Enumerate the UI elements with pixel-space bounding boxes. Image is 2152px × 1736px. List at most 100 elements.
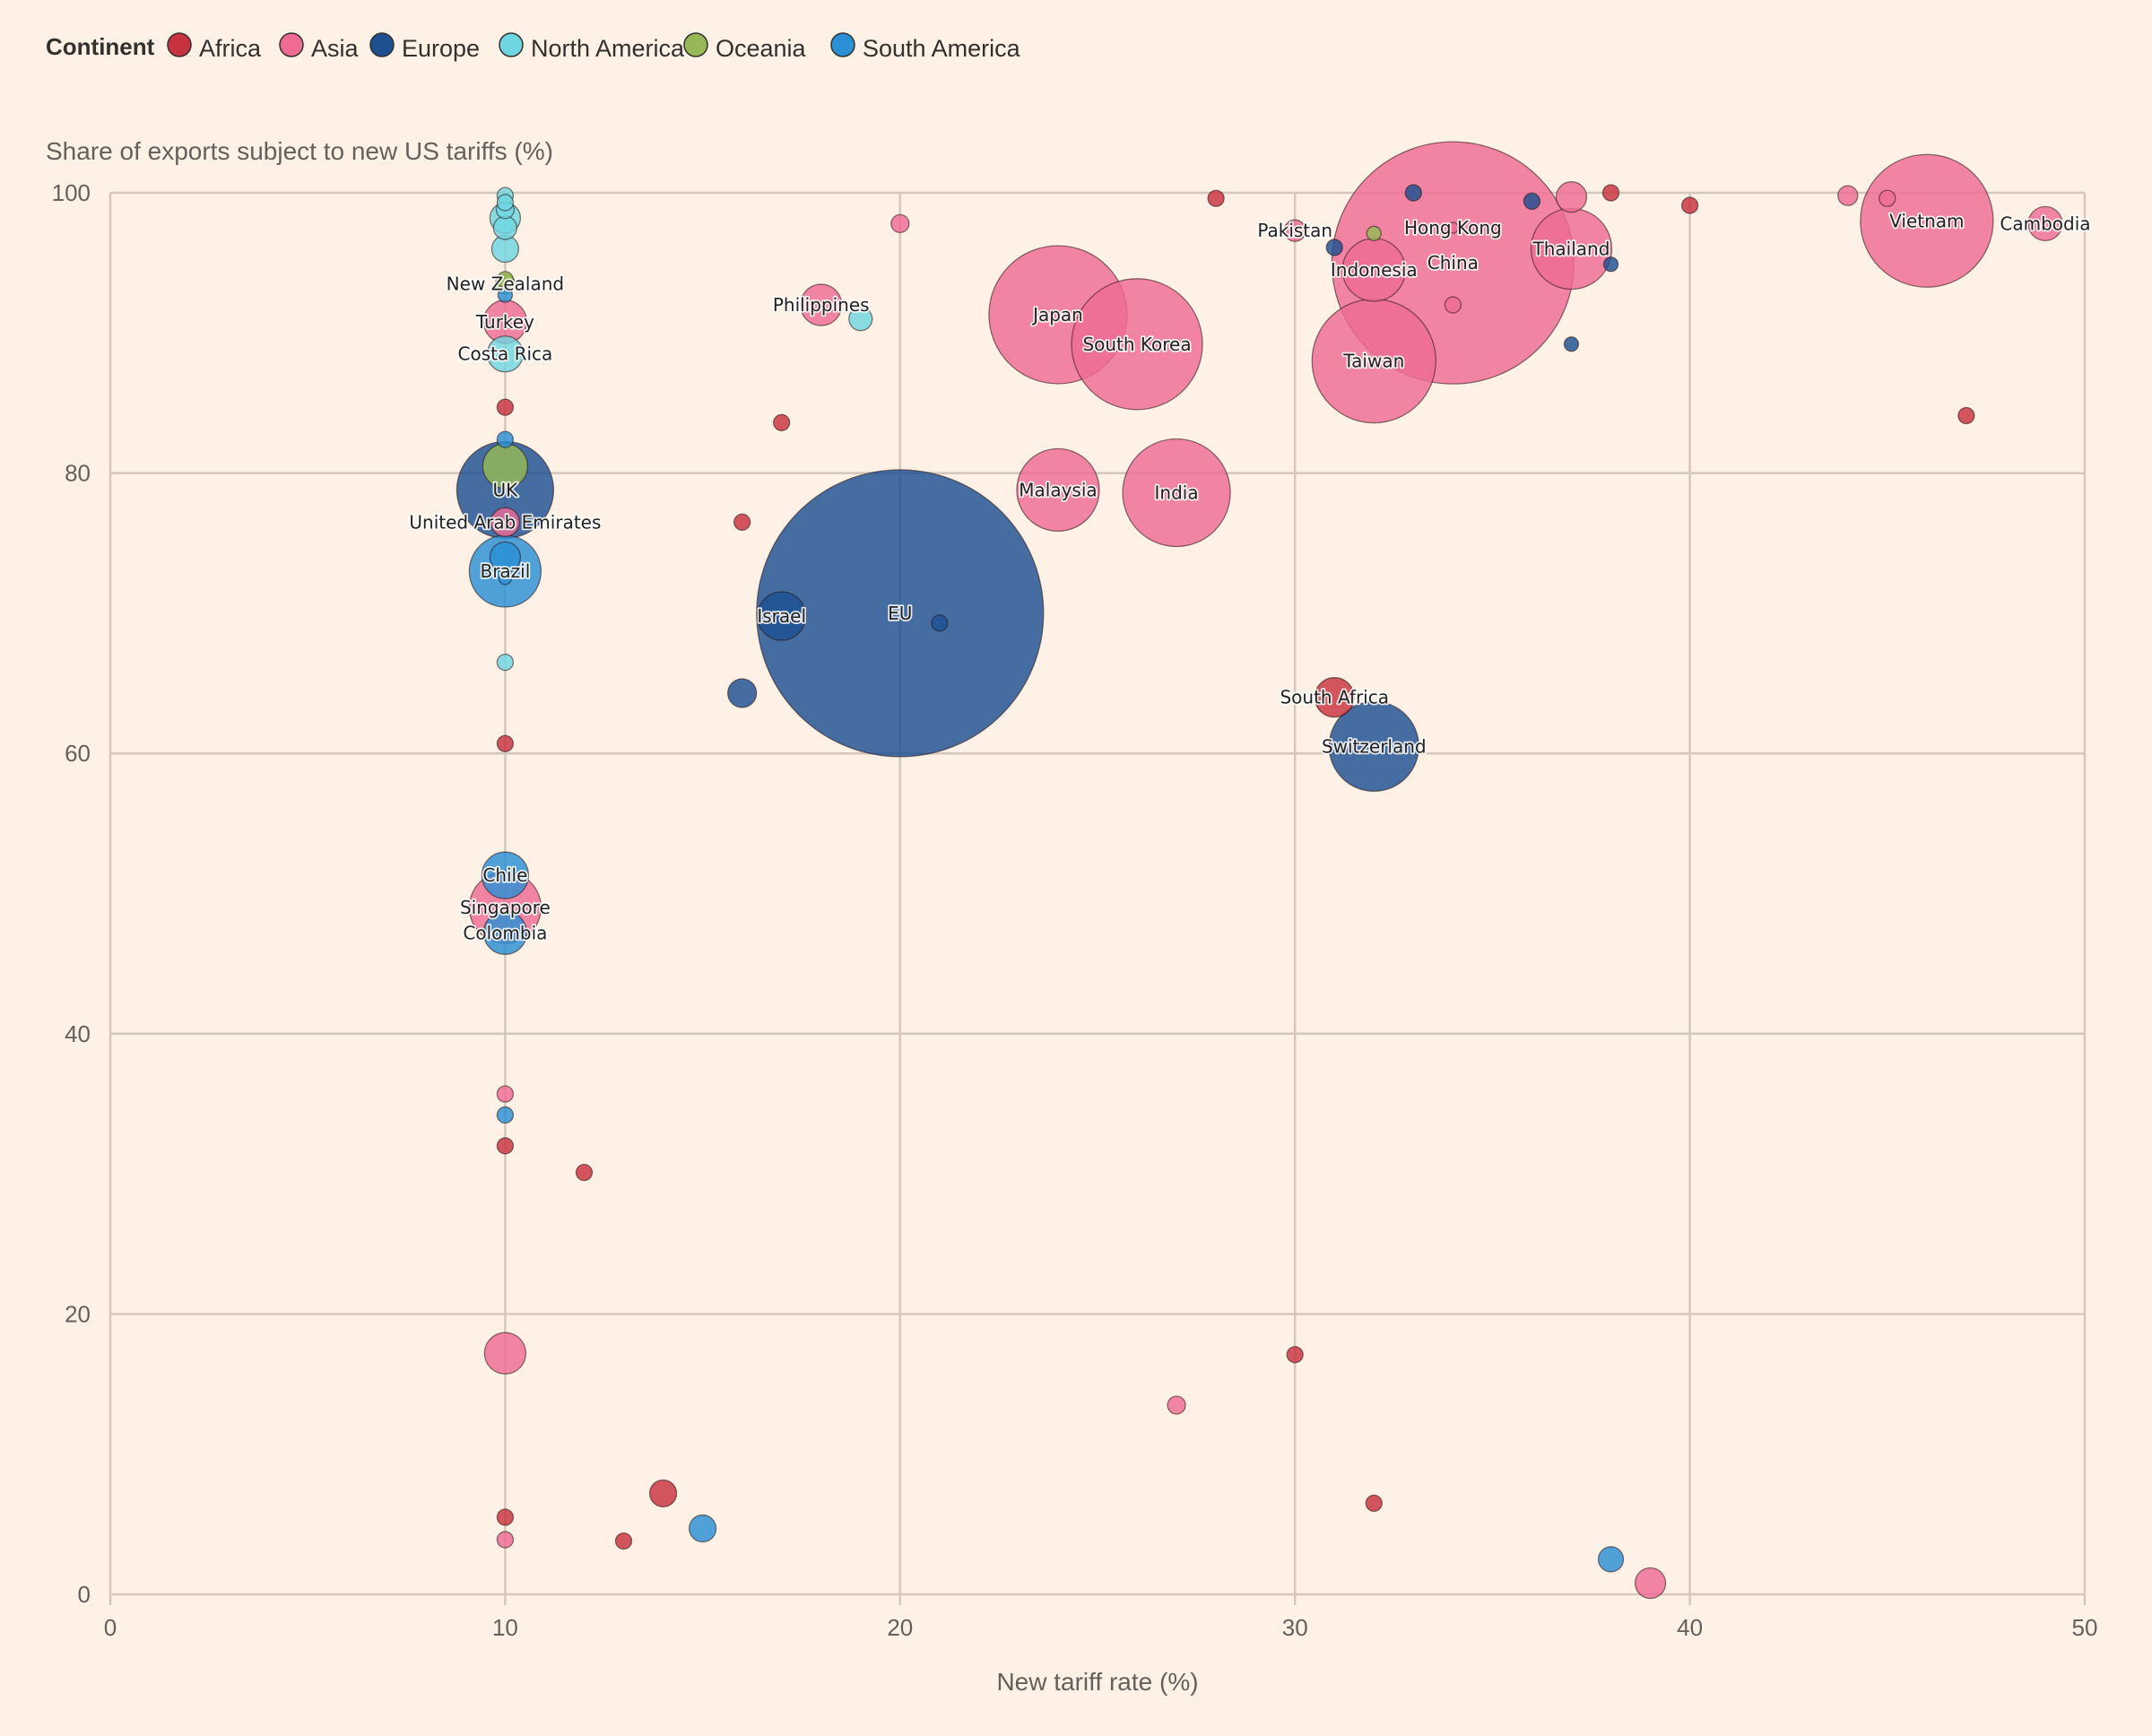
bubble-point[interactable]: [773, 413, 791, 431]
bubble-india[interactable]: [1122, 438, 1231, 548]
bubble-switzerland[interactable]: [1328, 700, 1419, 793]
bubble-label-south-korea: South Korea: [1082, 334, 1191, 355]
bubble-malaysia[interactable]: [1016, 447, 1100, 533]
legend: Continent Africa Asia Europe North America O…: [46, 32, 1021, 62]
bubble-label-singapore: Singapore: [460, 897, 551, 918]
legend-label-asia[interactable]: Asia: [311, 35, 360, 62]
bubble-point[interactable]: [496, 1531, 515, 1549]
bubble-point[interactable]: [498, 571, 513, 586]
bubble-point[interactable]: [496, 430, 515, 448]
bubble-label-vietnam: Vietnam: [1889, 210, 1964, 231]
bubble-point[interactable]: [496, 734, 515, 752]
bubble-pakistan[interactable]: [1283, 219, 1306, 242]
x-tick-label-10: 10: [492, 1614, 518, 1641]
bubble-label-china: China: [1427, 252, 1479, 273]
bubble-point[interactable]: [1634, 1567, 1667, 1600]
bubble-point[interactable]: [1680, 196, 1699, 214]
bubble-point[interactable]: [496, 1508, 515, 1526]
bubble-point[interactable]: [1602, 256, 1619, 273]
legend-label-europe[interactable]: Europe: [402, 35, 480, 62]
legend-items: Africa Asia Europe North America Oceania Sout…: [167, 32, 1021, 62]
legend-label-oceania[interactable]: Oceania: [716, 35, 807, 62]
bubble-label-philippines: Philippines: [773, 294, 870, 316]
legend-swatch-asia[interactable]: [279, 32, 304, 57]
bubble-point[interactable]: [496, 1085, 515, 1103]
bubble-point[interactable]: [890, 213, 910, 234]
bubble-point[interactable]: [575, 1163, 594, 1182]
bubble-label-india: India: [1155, 482, 1199, 503]
legend-label-south-america[interactable]: South America: [863, 35, 1021, 62]
bubbles: [456, 141, 2063, 1600]
x-tick-label-30: 30: [1282, 1614, 1308, 1641]
bubble-point[interactable]: [496, 398, 515, 416]
bubble-vietnam[interactable]: [1860, 153, 1994, 288]
bubble-point[interactable]: [1444, 296, 1462, 314]
bubble-point[interactable]: [1366, 225, 1382, 241]
bubble-label-taiwan: Taiwan: [1342, 351, 1404, 372]
bubble-hong-kong[interactable]: [1446, 221, 1460, 234]
bubble-point[interactable]: [1207, 189, 1225, 207]
bubble-label-south-africa: South Africa: [1280, 687, 1389, 708]
gridlines: [108, 191, 2087, 1596]
bubble-point[interactable]: [1404, 184, 1422, 202]
legend-label-north-america[interactable]: North America: [531, 35, 685, 62]
bubble-label-united-arab-emirates: United Arab Emirates: [409, 511, 601, 533]
bubble-united-arab-emirates[interactable]: [490, 507, 521, 537]
bubble-point[interactable]: [1523, 192, 1541, 211]
bubble-label-hong-kong: Hong Kong: [1404, 217, 1502, 239]
bubble-label-japan: Japan: [1031, 304, 1083, 326]
legend-swatch-oceania[interactable]: [683, 32, 708, 57]
bubble-label-new-zealand: New Zealand: [447, 273, 564, 295]
x-tick-label-20: 20: [887, 1614, 913, 1641]
bubble-point[interactable]: [496, 194, 515, 212]
bubble-point[interactable]: [1555, 181, 1588, 213]
bubble-point[interactable]: [496, 1106, 515, 1124]
bubble-point[interactable]: [931, 614, 949, 632]
bubble-point[interactable]: [1325, 239, 1343, 256]
bubble-point[interactable]: [1563, 336, 1580, 352]
bubble-point[interactable]: [648, 1479, 678, 1508]
bubble-point[interactable]: [1879, 189, 1896, 207]
bubble-point[interactable]: [1597, 1546, 1625, 1573]
bubble-label-israel: Israel: [757, 605, 806, 627]
bubble-point[interactable]: [726, 678, 758, 708]
bubble-point[interactable]: [848, 307, 873, 332]
bubble-label-switzerland: Switzerland: [1322, 735, 1427, 757]
legend-swatch-north-america[interactable]: [499, 32, 524, 57]
legend-swatch-europe[interactable]: [369, 32, 395, 57]
bubble-point[interactable]: [614, 1532, 633, 1550]
bubble-south-africa[interactable]: [1314, 677, 1355, 718]
bubble-cambodia[interactable]: [2027, 205, 2063, 242]
legend-swatch-south-america[interactable]: [830, 32, 855, 57]
bubble-south-korea[interactable]: [1071, 278, 1203, 411]
bubble-point[interactable]: [497, 287, 514, 303]
bubble-point[interactable]: [1601, 184, 1620, 202]
legend-title: Continent: [46, 33, 155, 60]
bubble-point[interactable]: [733, 513, 751, 531]
bubble-label-cambodia: Cambodia: [2000, 213, 2090, 234]
bubble-israel[interactable]: [757, 591, 807, 641]
bubble-point[interactable]: [1286, 1346, 1304, 1364]
bubble-point[interactable]: [1167, 1395, 1186, 1415]
y-tick-label-40: 40: [65, 1020, 91, 1047]
bubble-point[interactable]: [1957, 406, 1975, 425]
x-tick-label-50: 50: [2072, 1614, 2098, 1641]
bubble-chile[interactable]: [481, 851, 530, 899]
bubble-philippines[interactable]: [800, 283, 843, 326]
bubble-point[interactable]: [492, 215, 518, 240]
bubble-point[interactable]: [483, 1332, 527, 1375]
bubble-point[interactable]: [496, 1137, 515, 1155]
legend-swatch-africa[interactable]: [167, 32, 192, 57]
bubble-label-indonesia: Indonesia: [1331, 259, 1418, 281]
bubble-costa-rica[interactable]: [486, 335, 525, 373]
bubble-point[interactable]: [496, 653, 515, 672]
legend-label-africa[interactable]: Africa: [199, 35, 262, 62]
bubble-colombia[interactable]: [482, 910, 528, 955]
bubble-label-thailand: Thailand: [1532, 239, 1610, 260]
bubble-point[interactable]: [688, 1514, 717, 1543]
bubble-label-colombia: Colombia: [463, 922, 547, 943]
bubble-eu[interactable]: [756, 469, 1045, 758]
bubble-point[interactable]: [1837, 185, 1859, 206]
bubble-point[interactable]: [1365, 1494, 1383, 1513]
